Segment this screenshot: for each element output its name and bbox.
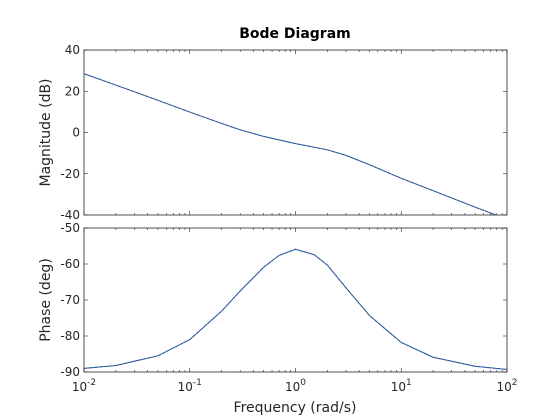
x-tick-label: 10-2 [72, 378, 96, 394]
magnitude-y-tick-label: 0 [72, 126, 80, 140]
phase-y-tick-label: -90 [60, 365, 80, 379]
magnitude-y-axis-label: Magnitude (dB) [38, 78, 54, 186]
magnitude-y-tick-label: 20 [65, 84, 80, 98]
magnitude-panel: -40 -20 0 20 40 Magnitude (dB) [38, 43, 508, 222]
phase-y-tick-label: -50 [60, 221, 80, 235]
phase-y-tick-label: -70 [60, 293, 80, 307]
phase-panel: -90 -80 -70 -60 -50 Phase (deg) [38, 221, 508, 379]
x-tick-label: 100 [285, 378, 306, 394]
phase-y-tick-label: -80 [60, 329, 80, 343]
x-tick-label: 102 [496, 378, 517, 394]
magnitude-y-tick-label: 40 [65, 43, 80, 57]
x-tick-label: 101 [391, 378, 412, 394]
phase-series-line-0 [84, 248, 507, 370]
phase-y-tick-label: -60 [60, 257, 80, 271]
magnitude-series-line-0 [84, 73, 498, 215]
phase-series-line-1 [84, 248, 507, 370]
magnitude-axes-frame [83, 49, 508, 216]
x-axis-label: Frequency (rad/s) [234, 400, 357, 416]
x-tick-label: 10-1 [178, 378, 202, 394]
magnitude-series-line-1 [84, 73, 498, 215]
phase-y-axis-label: Phase (deg) [38, 258, 54, 342]
magnitude-y-tick-label: -20 [60, 167, 80, 181]
chart-title: Bode Diagram [239, 26, 351, 42]
magnitude-y-tick-label: -40 [60, 208, 80, 222]
